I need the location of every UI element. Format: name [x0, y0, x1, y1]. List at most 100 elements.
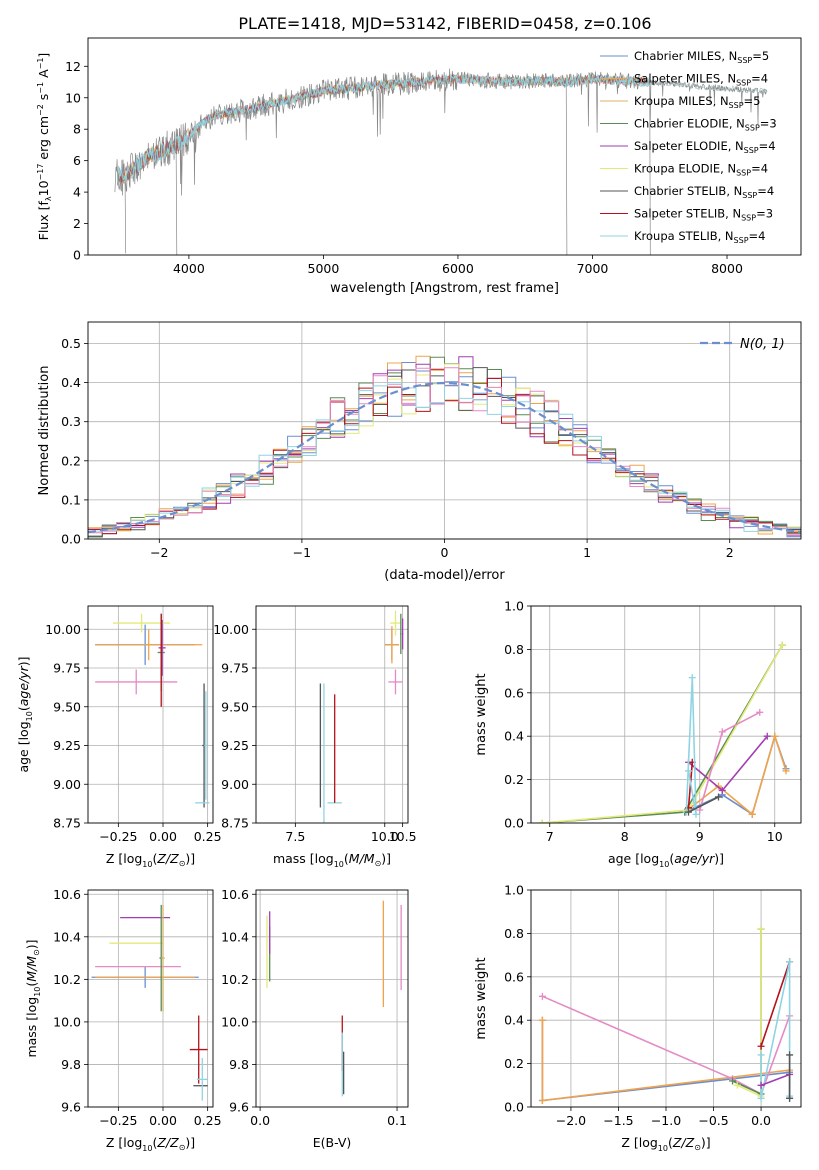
y-tick-label: 2: [73, 216, 81, 231]
y-tick-label: 0.2: [504, 1056, 524, 1071]
weight-marker-8-0: [685, 808, 692, 816]
y-axis-label: mass weight: [474, 673, 489, 755]
x-axis-label: wavelength [Angstrom, rest frame]: [330, 281, 559, 296]
axes-frame: [87, 321, 802, 540]
y-tick-label: 0.0: [504, 816, 524, 831]
y-tick-label: 9.8: [229, 1057, 249, 1072]
y-tick-label: 10.6: [221, 887, 249, 902]
y-tick-label: 9.25: [53, 738, 81, 753]
weight-marker-7-1: [688, 674, 696, 682]
weight-line-4: [736, 929, 762, 1098]
axes-frame: [87, 37, 802, 256]
y-tick-label: 10.0: [53, 1014, 81, 1029]
x-tick-label: 6000: [442, 261, 474, 276]
legend-label-gaussian: N(0, 1): [740, 337, 785, 352]
plot-area-weight_vs_Z: [538, 925, 794, 1104]
x-tick-label: 1: [583, 545, 591, 560]
x-tick-label: 10.0: [371, 829, 399, 844]
weight-line-3: [732, 929, 762, 1096]
plot-area-spectrum: [114, 68, 768, 255]
x-axis-label: mass [log10(M/M⊙)]: [273, 851, 391, 869]
observed-tail: [648, 79, 768, 95]
y-tick-label: 10.2: [53, 972, 81, 987]
y-tick-label: 10.0: [221, 1014, 249, 1029]
x-tick-label: 7.5: [285, 829, 305, 844]
residual-histogram-8: [88, 382, 801, 539]
y-tick-label: 10.00: [213, 622, 249, 637]
weight-marker-6-1: [718, 728, 726, 736]
axes-frame: [530, 889, 802, 1108]
y-tick-label: 0.8: [504, 926, 524, 941]
weight-marker-8-1: [715, 793, 722, 801]
weight-line-4: [687, 735, 768, 792]
y-axis-label: age [log10(age/yr)]: [16, 656, 34, 772]
x-tick-label: 0.00: [149, 829, 177, 844]
plot-area-weight_vs_age: [538, 641, 790, 823]
weight-marker-3-2: [778, 641, 786, 649]
weight-marker-7-2: [692, 810, 700, 818]
plot-area-age_vs_mass: [319, 610, 404, 823]
panel-age_vs_Z: −0.25 0.00 0.25 8.75 9.00 9.25 9.50 9.75 10.00 Z …: [16, 605, 222, 869]
axes-frame: [530, 605, 802, 824]
weight-marker-1-1: [538, 1096, 546, 1104]
x-tick-label: 5000: [308, 261, 340, 276]
weight-marker-6-0: [757, 1051, 765, 1059]
x-axis-label: Z [log10(Z/Z⊙)]: [106, 851, 195, 869]
y-axis-label: mass weight: [474, 957, 489, 1039]
x-axis-label: age [log10(age/yr)]: [608, 851, 724, 869]
weight-marker-2-0: [538, 992, 546, 1000]
weight-marker-8-0: [786, 1094, 794, 1102]
x-tick-label: 0.0: [751, 1113, 771, 1128]
x-tick-label: 8000: [711, 261, 743, 276]
x-tick-label: 2: [726, 545, 734, 560]
panel-age_vs_mass: 7.5 10.010.5 8.75 9.00 9.25 9.50 9.75 10.00 mass…: [213, 605, 417, 869]
axes-frame: [255, 889, 409, 1108]
y-tick-label: 8.75: [53, 816, 81, 831]
x-tick-label: 0.0: [250, 1113, 270, 1128]
legend-label-0: Chabrier MILES, NSSP=5: [634, 49, 769, 65]
y-tick-label: 0.4: [504, 1013, 524, 1028]
x-tick-label: 0.00: [149, 1113, 177, 1128]
plot-area-mass_vs_Z: [91, 904, 208, 1101]
y-tick-label: 10.4: [53, 929, 81, 944]
x-tick-label: 4000: [173, 261, 205, 276]
y-tick-label: 1.0: [504, 599, 524, 614]
y-tick-label: 9.25: [221, 738, 249, 753]
panel-residuals: −2 −1 0 1 2 0.0 0.1 0.2 0.3 0.4 0.5 N(0, 1) (data-mo…: [37, 321, 802, 583]
weight-marker-3-0: [538, 819, 546, 823]
plot-area-mass_vs_ebv: [266, 900, 402, 1097]
weight-marker-6-2: [786, 958, 794, 966]
y-tick-label: 6: [73, 153, 81, 168]
y-tick-label: 10: [65, 90, 81, 105]
y-tick-label: 12: [65, 59, 81, 74]
axes-frame: [87, 605, 214, 824]
y-tick-label: 0.1: [61, 492, 81, 507]
y-tick-label: 9.00: [221, 777, 249, 792]
y-tick-label: 8: [73, 122, 81, 137]
y-tick-label: 9.75: [53, 661, 81, 676]
weight-marker-7-0: [757, 1081, 765, 1089]
model-spectrum-7: [117, 73, 649, 184]
weight-marker-1-4: [782, 767, 790, 775]
weight-line-3: [542, 644, 783, 823]
legend-label-6: Chabrier STELIB, NSSP=4: [634, 184, 774, 200]
panel-spectrum: 4000 5000 6000 7000 8000 0 2 4 6 8 10 12 Chabrier MI…: [36, 37, 802, 296]
x-tick-label: −0.25: [99, 829, 137, 844]
x-tick-label: 8: [621, 829, 629, 844]
x-tick-label: 10: [767, 829, 783, 844]
x-tick-label: −0.25: [99, 1113, 137, 1128]
legend-label-3: Chabrier ELODIE, NSSP=3: [634, 117, 777, 133]
y-tick-label: 9.50: [221, 699, 249, 714]
y-tick-label: 0.6: [504, 685, 524, 700]
weight-line-2: [542, 995, 791, 1096]
x-tick-label: −1.0: [651, 1113, 681, 1128]
weight-line-6: [760, 961, 791, 1099]
x-tick-label: 0.25: [194, 1113, 222, 1128]
model-spectrum-8: [117, 73, 650, 183]
y-tick-label: 10.6: [53, 887, 81, 902]
x-tick-label: 7000: [577, 261, 609, 276]
x-tick-label: −1: [293, 545, 311, 560]
axes-frame: [87, 889, 214, 1108]
y-tick-label: 4: [73, 185, 81, 200]
weight-line-7: [685, 677, 697, 815]
